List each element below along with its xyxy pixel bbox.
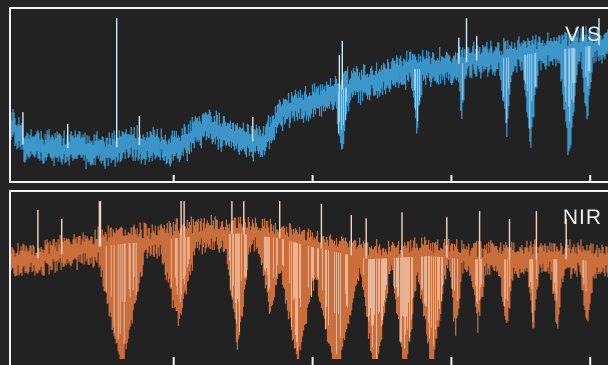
spectrum-trace: [11, 26, 608, 170]
nir-spectrum-panel: NIR: [9, 190, 608, 365]
spectrum-trace: [11, 215, 608, 359]
nir-band-label: NIR: [562, 206, 602, 229]
vis-band-label: VIS: [565, 23, 602, 46]
vis-spectrum-chart: [11, 18, 608, 183]
vis-spectrum-panel: VIS: [9, 7, 608, 183]
nir-spectrum-chart: [11, 201, 608, 365]
